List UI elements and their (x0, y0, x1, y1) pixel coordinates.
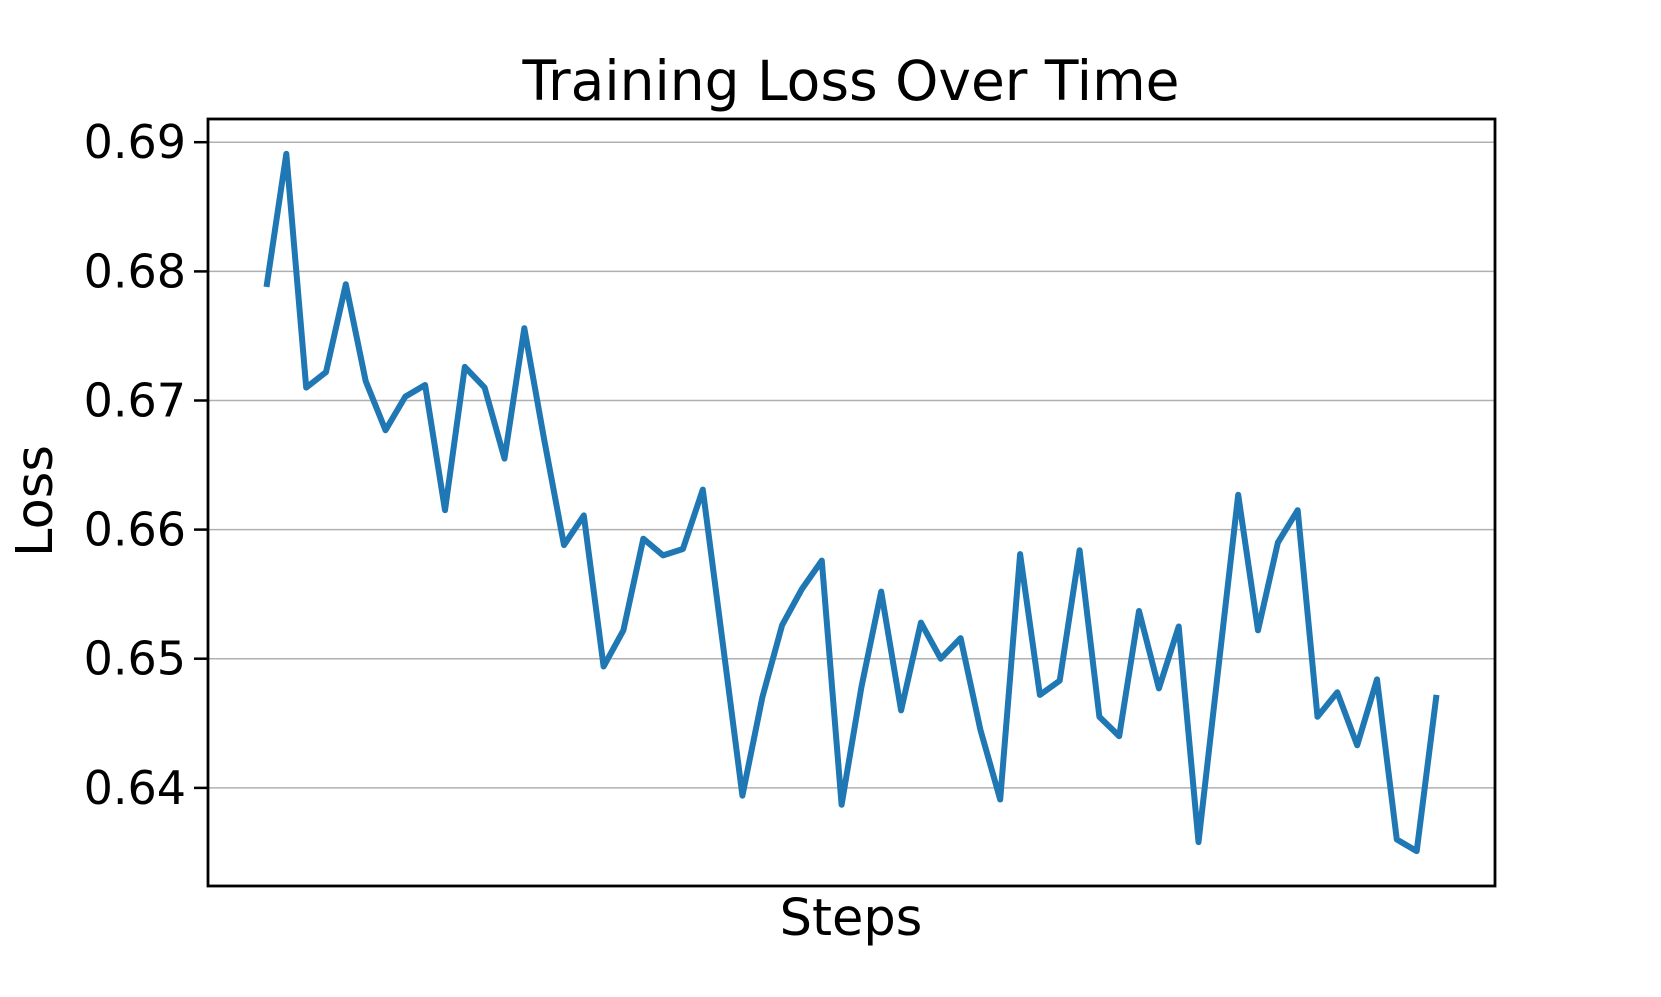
y-tick-label: 0.67 (84, 374, 186, 428)
plot-border (206, 117, 1497, 888)
chart-title: Training Loss Over Time (522, 49, 1180, 113)
y-tick-label: 0.68 (84, 244, 186, 298)
x-axis-label: Steps (780, 889, 923, 948)
loss-line (263, 150, 1440, 855)
gridlines (208, 141, 1495, 789)
y-axis-ticks: 0.64 0.65 0.66 0.67 0.68 0.69 (84, 115, 208, 815)
y-axis-label: Loss (6, 445, 65, 557)
loss-line-layer (263, 150, 1440, 855)
y-tick-label: 0.64 (84, 761, 186, 815)
y-tick-label: 0.66 (84, 503, 186, 557)
y-tick-label: 0.65 (84, 632, 186, 686)
y-tick-label: 0.69 (84, 115, 186, 169)
axes-spines (206, 117, 1497, 888)
